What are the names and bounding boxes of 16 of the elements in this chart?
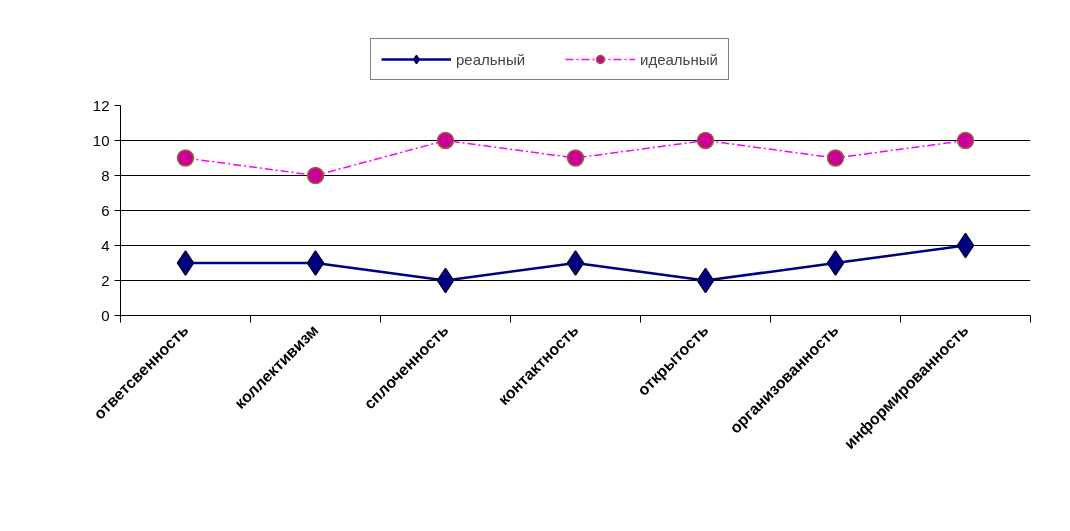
y-tick-label: 0: [101, 306, 110, 324]
y-tick-label: 12: [92, 96, 110, 114]
legend-label: реальный: [456, 50, 526, 68]
point: [696, 267, 715, 294]
legend-label: идеальный: [640, 50, 718, 68]
point: [956, 232, 975, 259]
point: [176, 250, 195, 276]
point: [436, 267, 455, 294]
y-tick-label: 6: [101, 201, 110, 219]
y-tick-label: 2: [101, 271, 110, 289]
point: [826, 250, 845, 276]
y-tick-label: 4: [101, 236, 110, 254]
y-tick-label: 10: [92, 131, 110, 149]
y-tick-label: 8: [101, 166, 110, 184]
point: [306, 250, 325, 276]
point: [566, 250, 585, 276]
